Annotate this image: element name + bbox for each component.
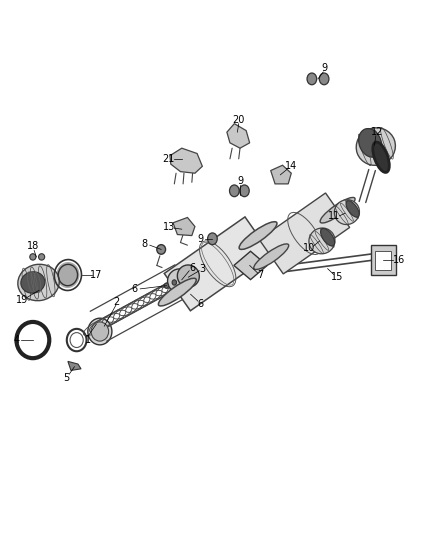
Text: 5: 5 bbox=[64, 374, 70, 383]
Ellipse shape bbox=[21, 272, 45, 293]
Polygon shape bbox=[371, 245, 396, 275]
Text: 20: 20 bbox=[233, 115, 245, 125]
Polygon shape bbox=[170, 148, 202, 173]
Text: 9: 9 bbox=[237, 176, 243, 186]
Ellipse shape bbox=[307, 73, 317, 85]
Ellipse shape bbox=[88, 318, 112, 345]
Text: 9: 9 bbox=[321, 63, 327, 73]
Ellipse shape bbox=[321, 229, 335, 246]
Ellipse shape bbox=[309, 228, 335, 254]
Ellipse shape bbox=[39, 254, 45, 260]
Ellipse shape bbox=[319, 73, 329, 85]
Ellipse shape bbox=[177, 265, 199, 287]
Ellipse shape bbox=[373, 142, 389, 173]
Ellipse shape bbox=[18, 264, 59, 301]
Text: 3: 3 bbox=[199, 264, 205, 274]
Text: 8: 8 bbox=[141, 239, 148, 249]
Ellipse shape bbox=[254, 244, 289, 270]
Text: 14: 14 bbox=[285, 161, 297, 171]
Polygon shape bbox=[234, 251, 267, 280]
Polygon shape bbox=[173, 217, 195, 236]
Ellipse shape bbox=[157, 245, 166, 254]
Text: 2: 2 bbox=[113, 297, 119, 306]
Text: 9: 9 bbox=[198, 234, 204, 244]
Ellipse shape bbox=[91, 322, 109, 341]
Polygon shape bbox=[164, 217, 271, 311]
Text: 16: 16 bbox=[392, 255, 405, 265]
Text: 21: 21 bbox=[162, 154, 175, 164]
Ellipse shape bbox=[240, 185, 249, 197]
Text: 6: 6 bbox=[190, 263, 196, 272]
Ellipse shape bbox=[230, 185, 239, 197]
Ellipse shape bbox=[320, 197, 355, 223]
Ellipse shape bbox=[159, 278, 196, 306]
Ellipse shape bbox=[346, 201, 359, 217]
Ellipse shape bbox=[208, 233, 217, 245]
Ellipse shape bbox=[239, 222, 277, 249]
Text: 6: 6 bbox=[132, 284, 138, 294]
Polygon shape bbox=[68, 361, 81, 370]
Polygon shape bbox=[271, 165, 291, 184]
Text: 7: 7 bbox=[258, 270, 264, 280]
Text: 4: 4 bbox=[14, 335, 20, 345]
Text: 19: 19 bbox=[16, 295, 28, 304]
Ellipse shape bbox=[172, 280, 177, 285]
Ellipse shape bbox=[334, 200, 360, 224]
Text: 10: 10 bbox=[303, 244, 315, 253]
Ellipse shape bbox=[56, 262, 80, 288]
Ellipse shape bbox=[164, 283, 169, 288]
Ellipse shape bbox=[168, 269, 191, 293]
Polygon shape bbox=[375, 251, 391, 270]
Polygon shape bbox=[259, 193, 350, 274]
Text: 12: 12 bbox=[371, 127, 383, 137]
Ellipse shape bbox=[356, 128, 396, 165]
Text: 13: 13 bbox=[162, 222, 175, 232]
Text: 6: 6 bbox=[198, 299, 204, 309]
Text: 17: 17 bbox=[90, 270, 102, 280]
Text: 18: 18 bbox=[27, 241, 39, 251]
Ellipse shape bbox=[359, 128, 381, 157]
Polygon shape bbox=[227, 124, 250, 148]
Text: 11: 11 bbox=[328, 212, 340, 221]
Text: 15: 15 bbox=[331, 272, 343, 282]
Text: 1: 1 bbox=[85, 335, 91, 345]
Ellipse shape bbox=[30, 254, 36, 260]
